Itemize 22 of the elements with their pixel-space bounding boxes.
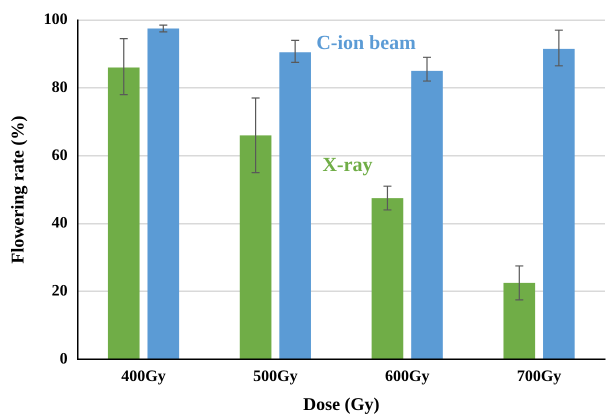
bar <box>147 28 180 358</box>
x-tick-label: 600Gy <box>385 368 430 385</box>
series-label: X-ray <box>322 154 372 176</box>
y-tick-label: 60 <box>52 146 68 164</box>
bar <box>108 67 140 358</box>
y-tick-label: 20 <box>52 282 68 300</box>
bar <box>372 198 404 358</box>
bar <box>411 70 443 358</box>
x-tick-label: 700Gy <box>516 368 562 385</box>
y-tick-label: 80 <box>52 78 68 96</box>
bar <box>503 282 536 358</box>
y-tick-label: 40 <box>52 214 68 232</box>
y-tick-label: 100 <box>44 11 68 28</box>
x-tick-label: 400Gy <box>121 368 166 385</box>
x-axis-title: Dose (Gy) <box>303 394 380 414</box>
y-tick-label: 0 <box>60 350 68 368</box>
y-axis-title: Flowering rate (%) <box>7 116 28 264</box>
bar <box>279 52 311 358</box>
series-label: C-ion beam <box>316 32 416 54</box>
bar <box>543 48 575 358</box>
bar <box>240 135 272 358</box>
x-tick-label: 500Gy <box>253 368 298 385</box>
